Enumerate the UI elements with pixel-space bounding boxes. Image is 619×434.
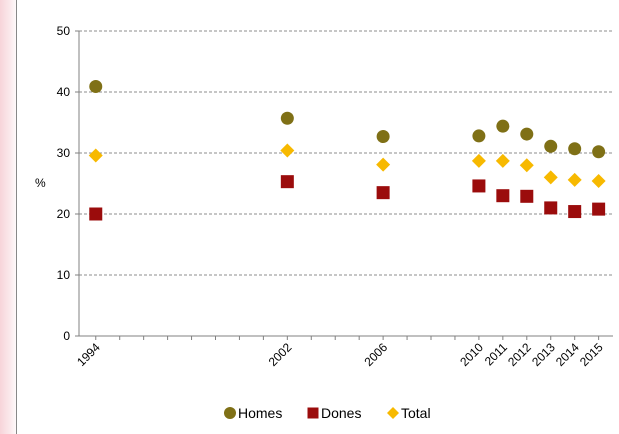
data-point-dones bbox=[568, 205, 582, 219]
gridlines bbox=[79, 30, 613, 276]
legend-label: Homes bbox=[238, 405, 282, 421]
chart-frame: 0 10 20 30 40 50 1994 2002 2006 2010 2011 2012 2013… bbox=[16, 0, 619, 434]
data-point-homes bbox=[472, 129, 486, 143]
series-total bbox=[88, 143, 606, 189]
data-point-dones bbox=[520, 189, 534, 203]
series-homes bbox=[89, 80, 606, 159]
series-dones bbox=[89, 175, 606, 221]
data-point-total bbox=[280, 143, 295, 158]
data-point-dones bbox=[280, 175, 294, 189]
data-point-total bbox=[543, 170, 558, 185]
y-tick-label: 20 bbox=[57, 207, 71, 221]
legend-item-homes: Homes bbox=[224, 405, 282, 421]
data-point-dones bbox=[544, 201, 558, 215]
data-point-homes bbox=[568, 142, 582, 156]
data-point-dones bbox=[472, 179, 486, 193]
legend-item-total: Total bbox=[387, 405, 431, 421]
data-point-homes bbox=[520, 127, 534, 141]
legend-marker bbox=[307, 407, 319, 419]
x-tick-label: 2006 bbox=[361, 340, 390, 369]
legend-marker bbox=[224, 407, 236, 419]
x-tick-label: 2012 bbox=[505, 340, 534, 369]
x-tick-label: 1994 bbox=[74, 340, 103, 369]
x-tick-label: 2013 bbox=[529, 340, 558, 369]
data-point-total bbox=[519, 158, 534, 173]
y-tick-label: 0 bbox=[63, 329, 70, 343]
y-tick-label: 50 bbox=[57, 24, 71, 38]
data-point-dones bbox=[496, 189, 510, 203]
x-tick-label: 2011 bbox=[482, 340, 510, 368]
y-tick-label: 10 bbox=[57, 268, 71, 282]
data-point-total bbox=[591, 174, 606, 189]
y-tick-label: 40 bbox=[57, 85, 71, 99]
data-point-dones bbox=[592, 202, 606, 216]
data-point-homes bbox=[592, 145, 606, 159]
data-point-total bbox=[495, 153, 510, 168]
data-point-homes bbox=[280, 111, 294, 125]
x-tick-label: 2002 bbox=[266, 340, 295, 369]
y-tick-label: 30 bbox=[57, 146, 71, 160]
data-point-homes bbox=[376, 130, 390, 144]
data-point-total bbox=[567, 172, 582, 187]
x-tick-label: 2015 bbox=[577, 340, 606, 369]
data-point-dones bbox=[376, 186, 390, 200]
data-point-homes bbox=[89, 80, 103, 94]
legend-label: Total bbox=[401, 405, 431, 421]
data-point-homes bbox=[544, 139, 558, 153]
y-axis-label: % bbox=[35, 176, 46, 190]
data-points bbox=[88, 80, 606, 221]
axes bbox=[75, 30, 613, 340]
data-point-total bbox=[88, 148, 103, 163]
legend-label: Dones bbox=[321, 405, 361, 421]
legend: Homes Dones Total bbox=[224, 405, 431, 421]
legend-item-dones: Dones bbox=[307, 405, 361, 421]
x-tick-label: 2014 bbox=[553, 340, 582, 369]
y-tick-labels: 0 10 20 30 40 50 bbox=[57, 24, 71, 343]
legend-marker bbox=[387, 407, 399, 419]
data-point-total bbox=[376, 157, 391, 172]
chart-svg: 0 10 20 30 40 50 1994 2002 2006 2010201120122013… bbox=[35, 24, 613, 421]
x-tick-label: 2010 bbox=[457, 340, 486, 369]
data-point-dones bbox=[89, 207, 103, 221]
data-point-total bbox=[471, 153, 486, 168]
data-point-homes bbox=[496, 119, 510, 133]
